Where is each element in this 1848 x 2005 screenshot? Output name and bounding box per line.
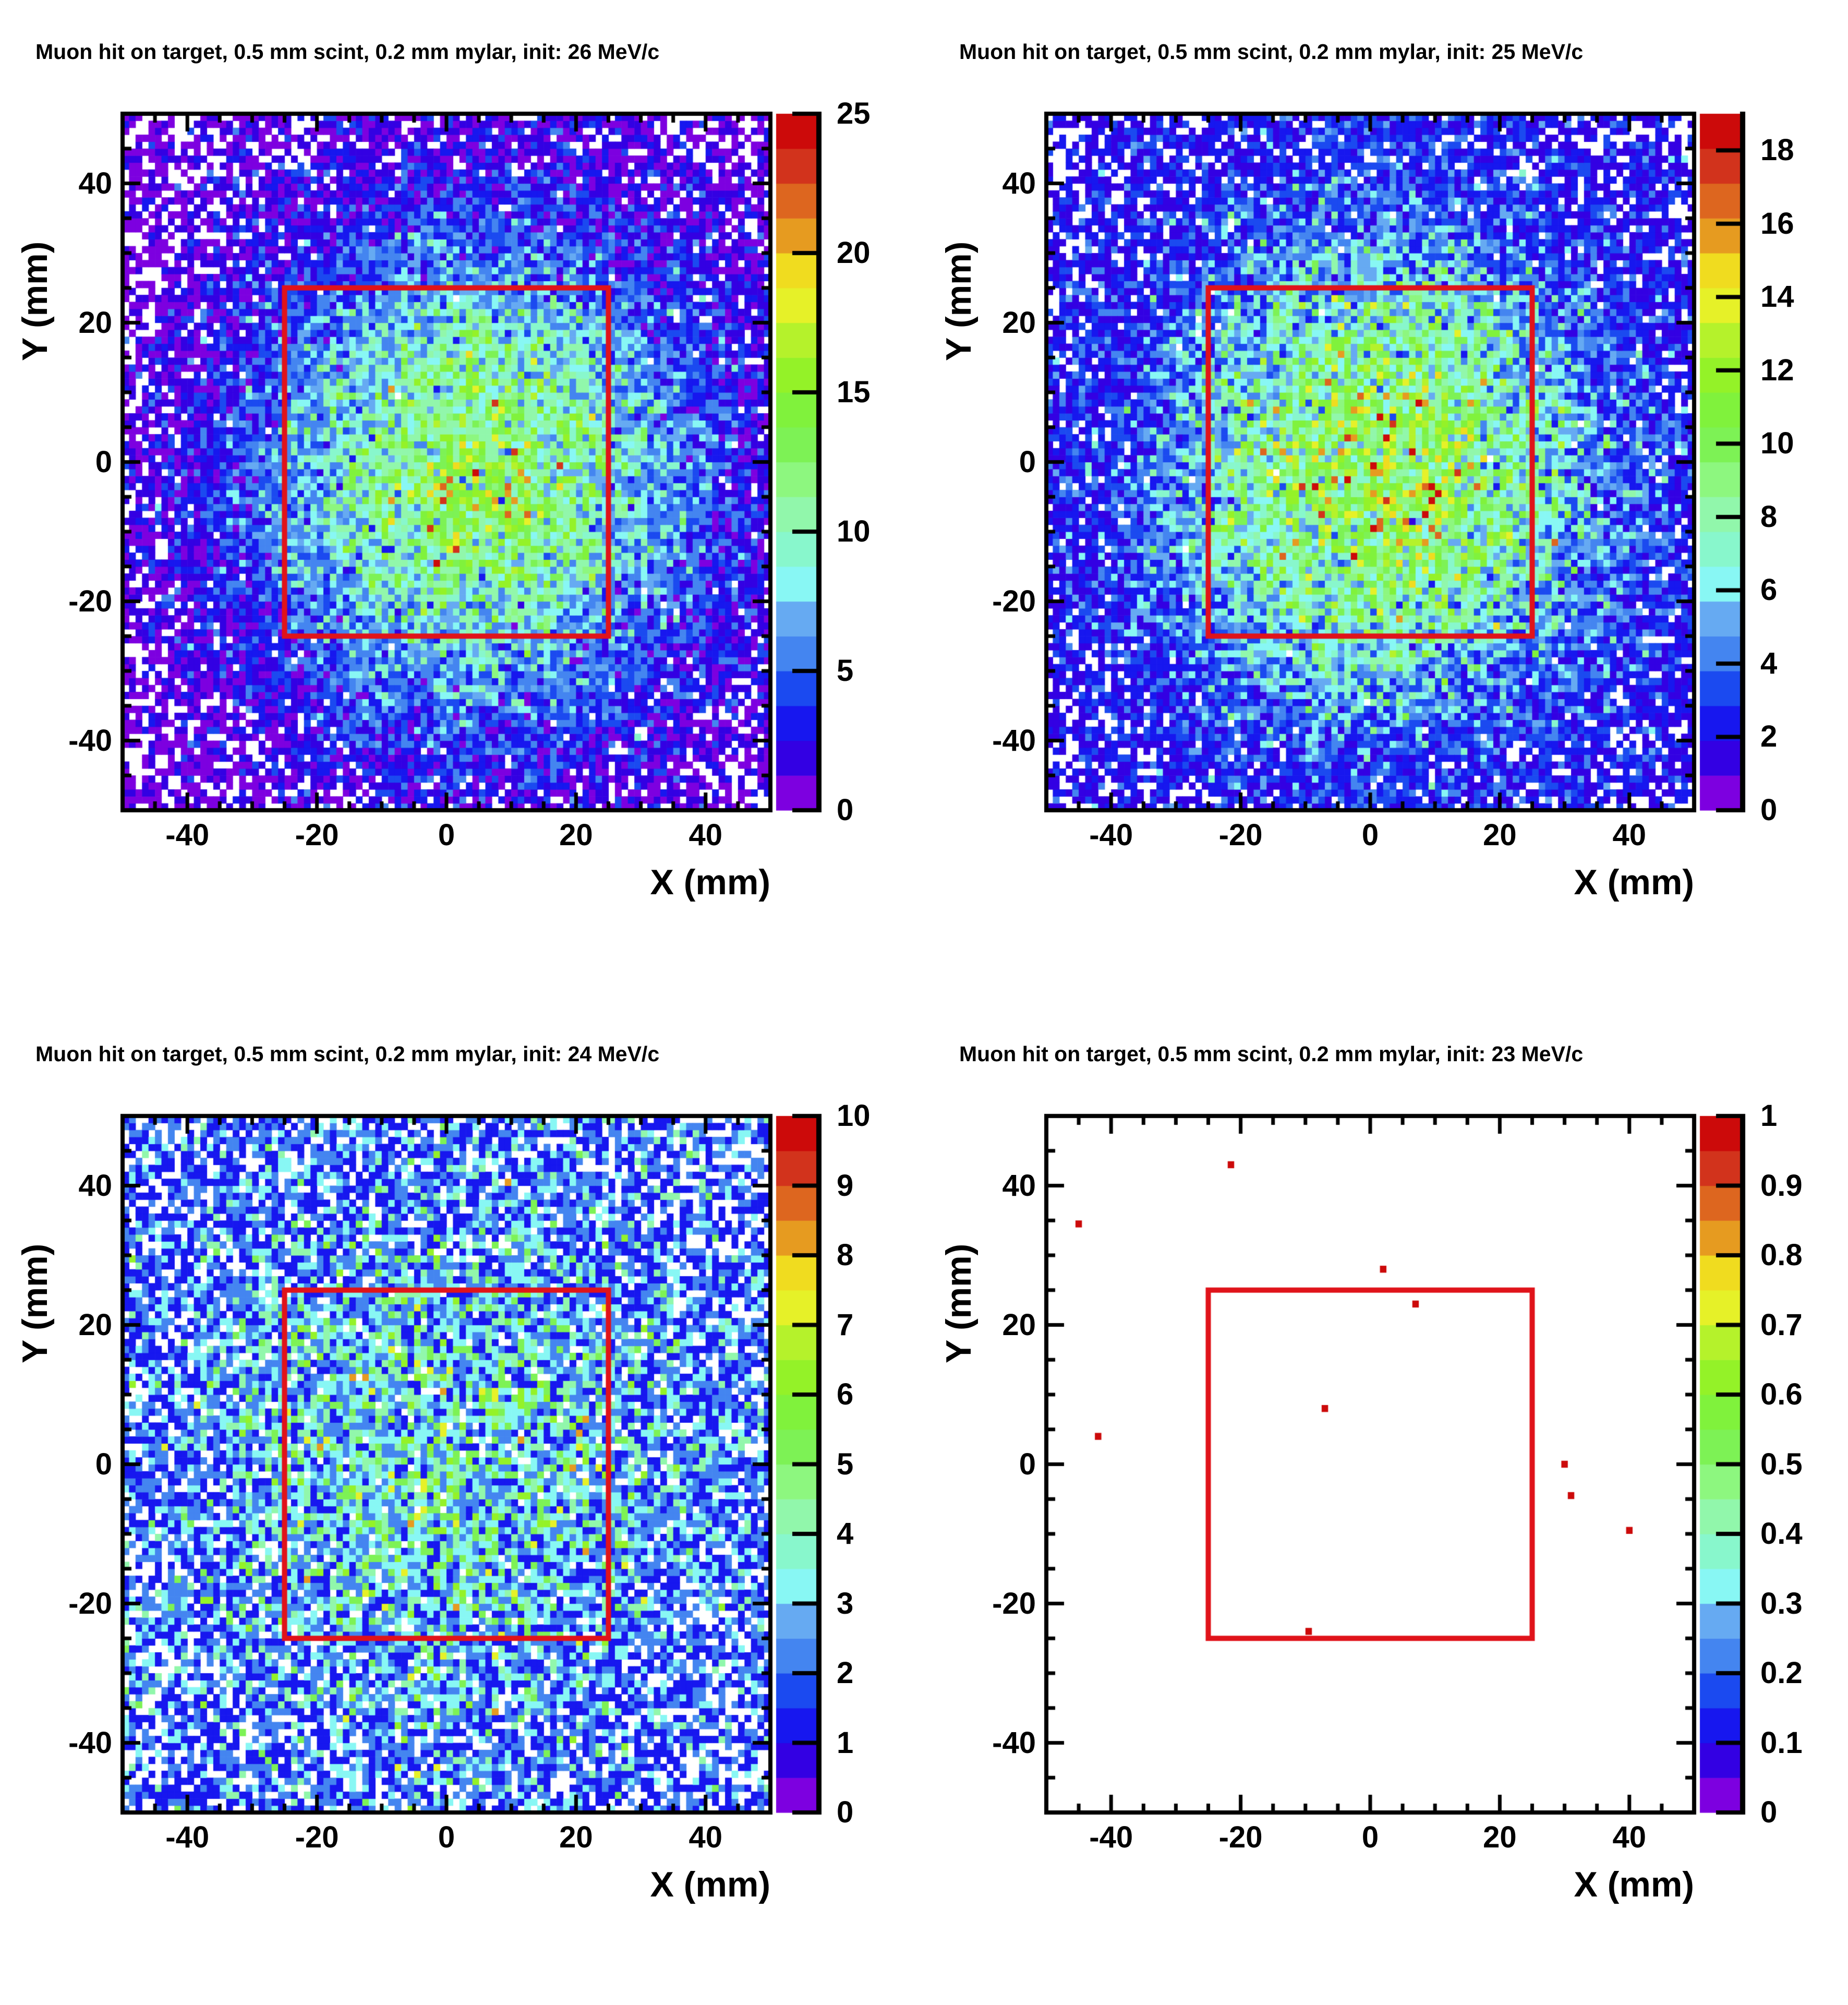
colorbar-tick-label: 0.2: [1760, 1656, 1803, 1690]
x-tick-label: 0: [438, 1820, 455, 1854]
colorbar-tick-label: 2: [837, 1656, 854, 1690]
y-tick-label: 0: [1019, 445, 1036, 479]
y-tick-label: -40: [68, 1725, 112, 1760]
y-tick-label: 40: [78, 1168, 112, 1203]
y-tick-label: 0: [95, 1447, 112, 1481]
colorbar-tick-label: 25: [837, 97, 871, 130]
colorbar-tick-label: 1: [837, 1725, 854, 1760]
colorbar-tick-label: 0.6: [1760, 1377, 1803, 1411]
x-tick-label: 40: [689, 818, 723, 852]
y-tick-label: -40: [992, 1725, 1036, 1760]
y-tick-label: -20: [992, 584, 1036, 618]
y-tick-label: -20: [68, 1586, 112, 1620]
colorbar-tick-label: 12: [1760, 353, 1794, 387]
y-tick-label: 20: [78, 1307, 112, 1342]
colorbar-tick-label: 9: [837, 1168, 854, 1203]
x-tick-label: 20: [559, 1820, 593, 1854]
x-tick-label: -20: [1218, 1820, 1263, 1854]
pad-init-23mevc: Muon hit on target, 0.5 mm scint, 0.2 mm…: [924, 1002, 1848, 2005]
y-tick-label: -20: [992, 1586, 1036, 1620]
x-tick-label: 40: [689, 1820, 723, 1854]
y-tick-label: 40: [78, 166, 112, 200]
colorbar-tick-label: 3: [837, 1586, 854, 1620]
colorbar-tick-label: 8: [1760, 499, 1778, 534]
x-tick-label: 0: [438, 818, 455, 852]
y-tick-label: -40: [992, 723, 1036, 758]
colorbar-tick-label: 4: [837, 1517, 854, 1551]
colorbar-tick-label: 0.1: [1760, 1725, 1803, 1760]
x-tick-label: 40: [1612, 818, 1647, 852]
colorbar-tick-label: 0: [837, 1795, 854, 1829]
x-axis-title: X (mm): [1574, 862, 1694, 902]
y-tick-label: -20: [68, 584, 112, 618]
pad-init-26mevc: Muon hit on target, 0.5 mm scint, 0.2 mm…: [0, 0, 924, 1003]
y-tick-label: 40: [1002, 1168, 1036, 1203]
colorbar-tick-label: 20: [837, 236, 871, 270]
x-tick-label: 20: [559, 818, 593, 852]
x-axis-title: X (mm): [650, 1865, 770, 1904]
colorbar-tick-label: 18: [1760, 133, 1794, 167]
y-tick-label: 20: [1002, 305, 1036, 340]
histogram-canvas-25mevc: [924, 0, 1848, 1003]
plot-title: Muon hit on target, 0.5 mm scint, 0.2 mm…: [35, 40, 660, 64]
y-tick-label: -40: [68, 723, 112, 758]
colorbar-tick-label: 15: [837, 375, 871, 409]
colorbar-tick-label: 0.5: [1760, 1447, 1803, 1481]
colorbar-tick-label: 6: [1760, 573, 1778, 607]
pad-init-25mevc: Muon hit on target, 0.5 mm scint, 0.2 mm…: [924, 0, 1848, 1003]
y-tick-label: 40: [1002, 166, 1036, 200]
colorbar-tick-label: 6: [837, 1377, 854, 1411]
histogram-canvas-24mevc: [0, 1002, 924, 2005]
plot-title: Muon hit on target, 0.5 mm scint, 0.2 mm…: [35, 1042, 660, 1066]
x-tick-label: -20: [1218, 818, 1263, 852]
pad-init-24mevc: Muon hit on target, 0.5 mm scint, 0.2 mm…: [0, 1002, 924, 2005]
x-tick-label: -40: [1089, 818, 1133, 852]
histogram-canvas-26mevc: [0, 0, 924, 1003]
colorbar-tick-label: 8: [837, 1238, 854, 1272]
x-axis-title: X (mm): [1574, 1865, 1694, 1904]
plot-title: Muon hit on target, 0.5 mm scint, 0.2 mm…: [959, 40, 1584, 64]
y-tick-label: 20: [1002, 1307, 1036, 1342]
x-tick-label: -40: [1089, 1820, 1133, 1854]
x-tick-label: 0: [1361, 1820, 1379, 1854]
colorbar-tick-label: 14: [1760, 280, 1794, 314]
colorbar-tick-label: 0.8: [1760, 1238, 1803, 1272]
colorbar-tick-label: 0.4: [1760, 1517, 1803, 1551]
colorbar-tick-label: 5: [837, 654, 854, 688]
x-tick-label: 20: [1483, 1820, 1517, 1854]
colorbar-tick-label: 0: [1760, 1795, 1778, 1829]
colorbar-tick-label: 0.3: [1760, 1586, 1803, 1620]
x-tick-label: 40: [1612, 1820, 1647, 1854]
colorbar-tick-label: 0.7: [1760, 1307, 1803, 1342]
colorbar-tick-label: 2: [1760, 719, 1778, 754]
x-tick-label: -40: [165, 818, 210, 852]
plot-title: Muon hit on target, 0.5 mm scint, 0.2 mm…: [959, 1042, 1584, 1066]
colorbar-tick-label: 0: [837, 793, 854, 827]
y-tick-label: 0: [95, 445, 112, 479]
y-tick-label: 0: [1019, 1447, 1036, 1481]
colorbar-tick-label: 0.9: [1760, 1168, 1803, 1203]
x-tick-label: -20: [295, 1820, 339, 1854]
x-tick-label: -20: [295, 818, 339, 852]
scatter-canvas-23mevc: [924, 1002, 1848, 2005]
x-tick-label: 20: [1483, 818, 1517, 852]
y-tick-label: 20: [78, 305, 112, 340]
colorbar-tick-label: 10: [837, 514, 871, 548]
colorbar-tick-label: 0: [1760, 793, 1778, 827]
colorbar-tick-label: 1: [1760, 1099, 1778, 1133]
x-tick-label: -40: [165, 1820, 210, 1854]
colorbar-tick-label: 4: [1760, 646, 1778, 680]
colorbar-tick-label: 10: [1760, 426, 1794, 461]
colorbar-tick-label: 10: [837, 1099, 871, 1133]
colorbar-tick-label: 7: [837, 1307, 854, 1342]
colorbar-tick-label: 5: [837, 1447, 854, 1481]
colorbar-tick-label: 16: [1760, 206, 1794, 241]
x-tick-label: 0: [1361, 818, 1379, 852]
x-axis-title: X (mm): [650, 862, 770, 902]
